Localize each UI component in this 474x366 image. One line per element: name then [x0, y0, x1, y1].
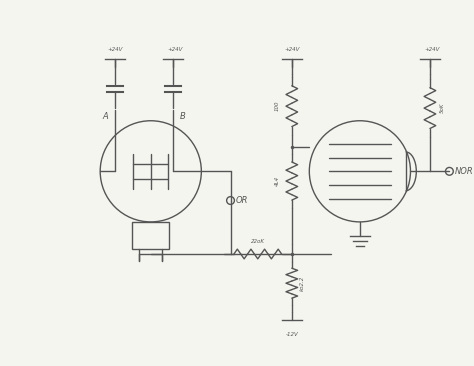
Text: +24V: +24V: [424, 47, 439, 52]
Text: +24V: +24V: [167, 47, 183, 52]
Text: NOR: NOR: [455, 167, 474, 176]
Text: A: A: [102, 112, 108, 121]
Text: 4L4: 4L4: [275, 176, 280, 186]
Circle shape: [227, 197, 235, 204]
Text: ko2.2: ko2.2: [300, 276, 305, 291]
Bar: [132, 222, 169, 249]
Text: B: B: [180, 112, 186, 121]
Text: OR: OR: [236, 196, 248, 205]
Text: +24V: +24V: [284, 47, 300, 52]
Text: -12V: -12V: [285, 332, 298, 337]
Text: 22oK: 22oK: [251, 239, 265, 244]
Text: 100: 100: [275, 101, 280, 111]
Text: +24V: +24V: [107, 47, 122, 52]
Circle shape: [446, 167, 453, 175]
Text: 5oK: 5oK: [440, 103, 445, 113]
